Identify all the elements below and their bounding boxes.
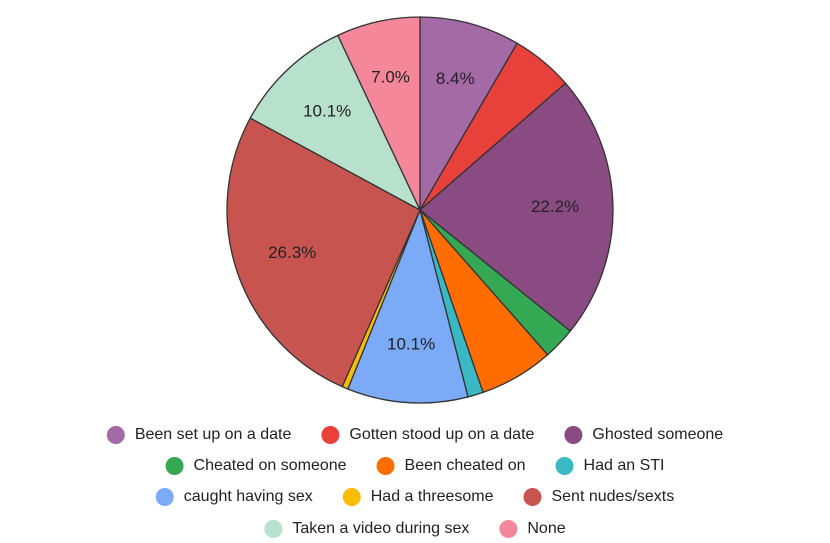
legend-marker — [523, 488, 542, 506]
pie-slice — [226, 117, 421, 388]
pie-slice — [418, 82, 614, 333]
legend-marker — [564, 426, 583, 444]
legend-marker — [106, 426, 125, 444]
legend-label: None — [527, 520, 565, 537]
legend-marker — [264, 520, 283, 538]
legend-label: Cheated on someone — [194, 457, 347, 474]
legend-label: Had an STI — [584, 457, 665, 474]
legend-label: Taken a video during sex — [292, 520, 469, 537]
legend-marker — [165, 457, 184, 475]
legend-label: Been set up on a date — [135, 426, 292, 443]
slice-label: 8.4% — [436, 69, 475, 88]
slice-label: 7.0% — [371, 68, 410, 87]
pie-slice — [346, 207, 469, 404]
legend-label: caught having sex — [184, 488, 313, 505]
slice-label: 10.1% — [387, 334, 435, 353]
legend-label: Ghosted someone — [592, 426, 723, 443]
legend-label: Sent nudes/sexts — [551, 488, 674, 505]
pie-slice — [336, 16, 421, 211]
legend-marker — [376, 457, 395, 475]
legend-label: Had a threesome — [371, 488, 494, 505]
pie-slice — [419, 16, 519, 213]
legend-marker — [321, 426, 340, 444]
slice-label: 26.3% — [268, 243, 316, 262]
legend-marker — [555, 457, 574, 475]
slice-label: 22.2% — [531, 197, 579, 216]
legend-label: Gotten stood up on a date — [349, 426, 534, 443]
pie-slice — [249, 34, 422, 212]
legend-label: Been cheated on — [405, 457, 526, 474]
legend-marker — [155, 488, 174, 506]
legend-marker — [499, 520, 518, 538]
legend-marker — [342, 488, 361, 506]
slice-label: 10.1% — [303, 101, 351, 120]
